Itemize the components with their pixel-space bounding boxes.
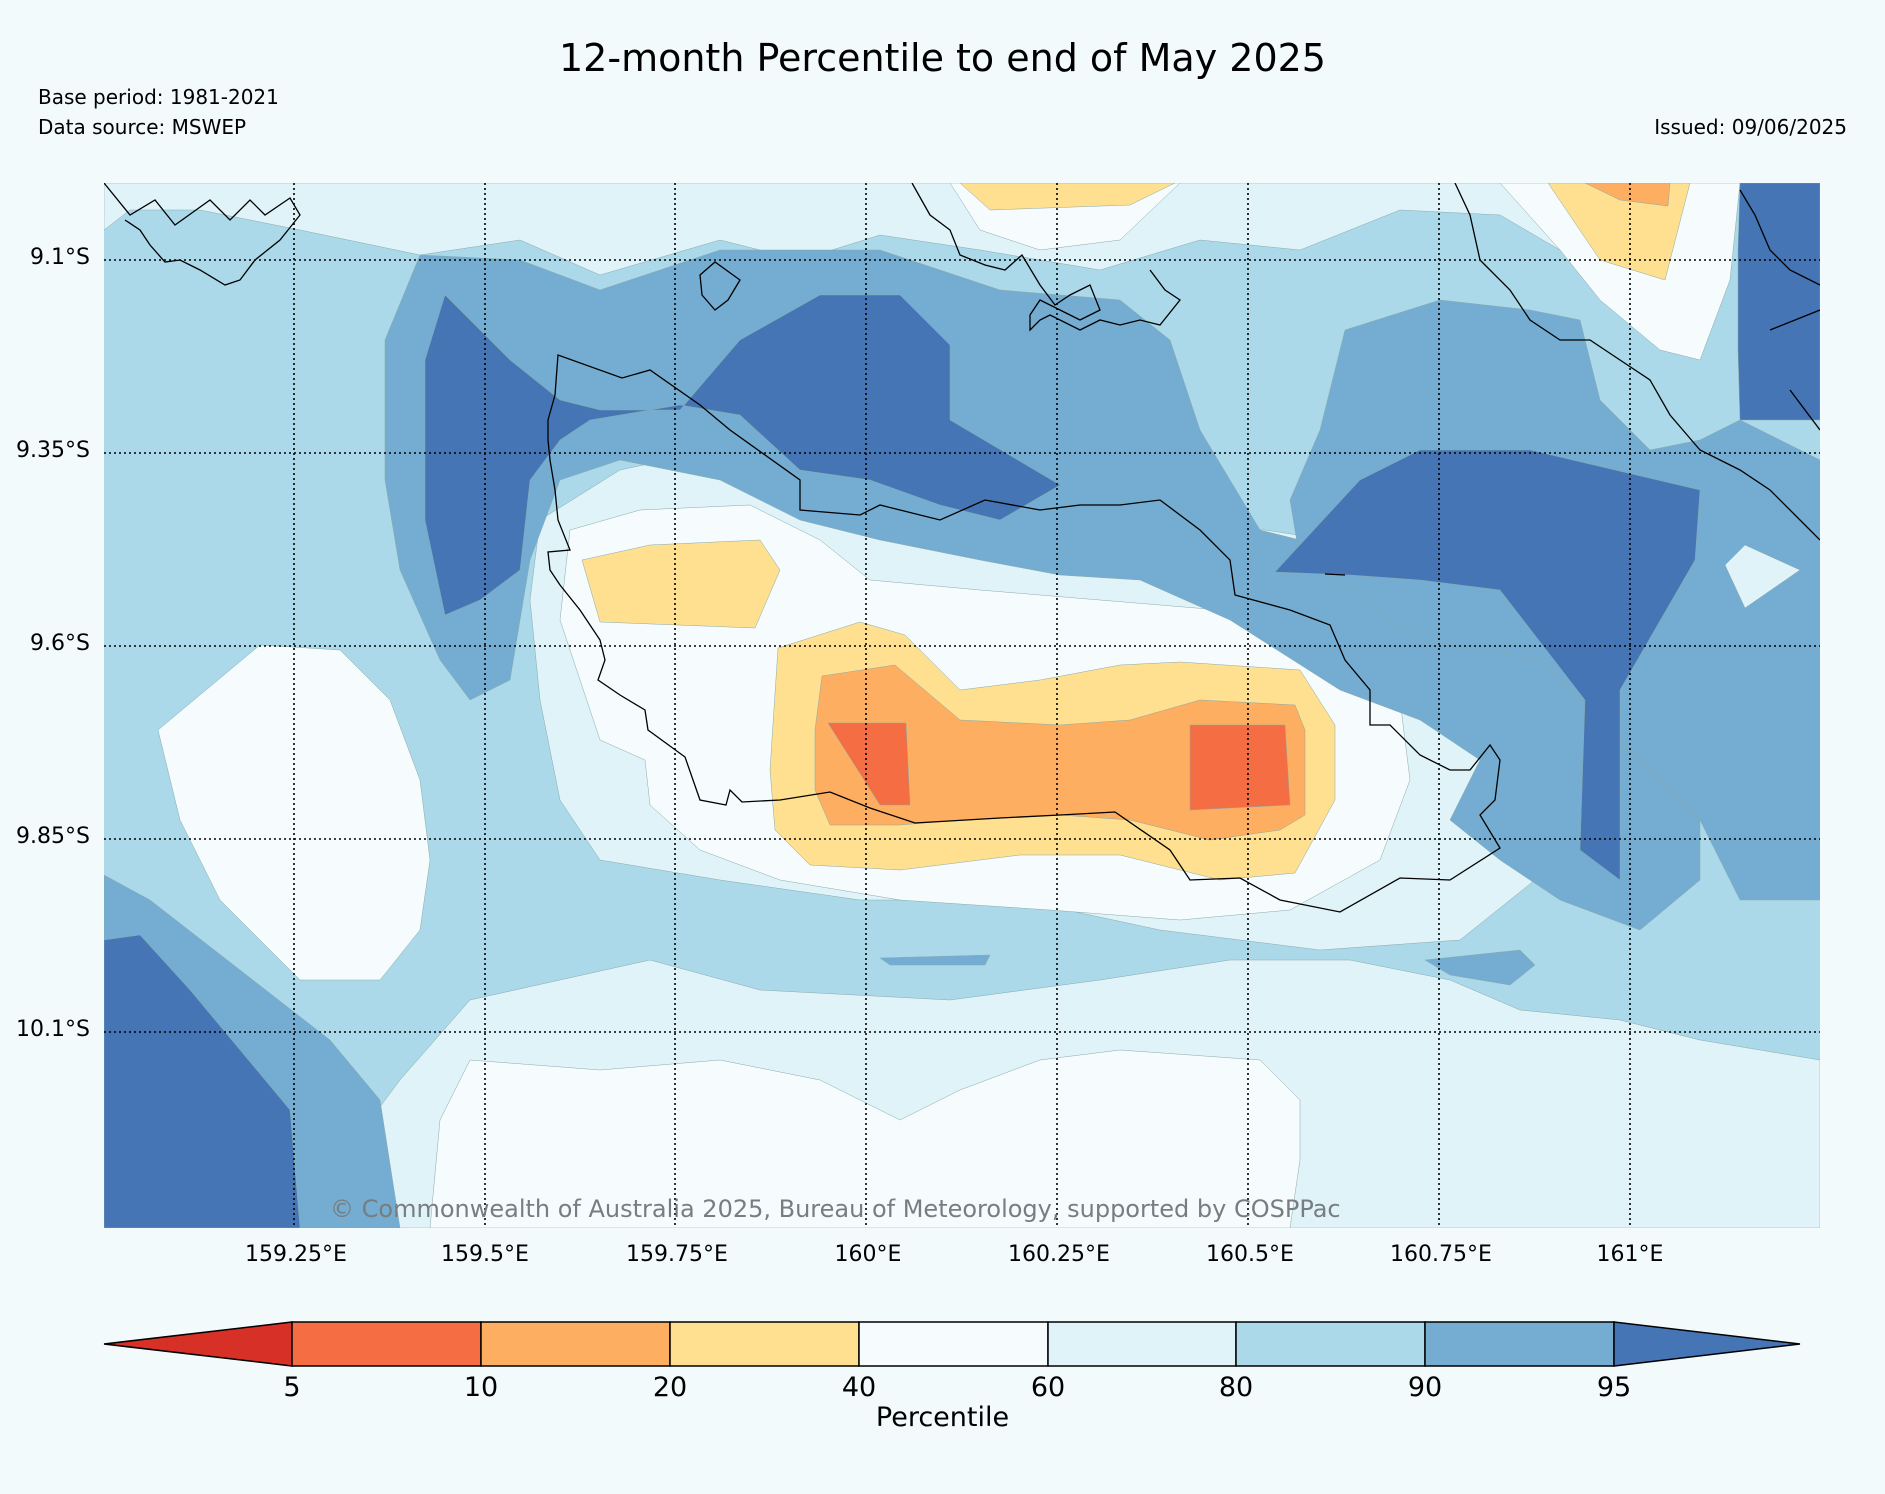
contour-95-northeast: [1737, 183, 1820, 421]
lon-label-2: 159.5°E: [441, 1242, 529, 1267]
contour-20-40-northeast: [1547, 183, 1691, 281]
chart-title: 12-month Percentile to end of May 2025: [559, 36, 1326, 80]
contour-40-60-northeast: [1499, 183, 1741, 361]
contour-10-20-central: [814, 664, 1306, 841]
contour-90-95-north: [384, 249, 1701, 931]
contour-95-west: [424, 294, 1061, 616]
contour-40-60-south: [429, 1049, 1301, 1228]
colorbar: [103, 1321, 1801, 1367]
colorbar-extend-low: [103, 1321, 293, 1367]
colorbar-segment-10-20: [480, 1321, 671, 1367]
lon-label-1: 159.25°E: [245, 1242, 347, 1267]
lon-label-8: 161°E: [1596, 1242, 1664, 1267]
coastlines: [104, 183, 1820, 913]
lon-label-3: 159.75°E: [626, 1242, 728, 1267]
meta-left: Base period: 1981-2021 Data source: MSWE…: [38, 82, 279, 142]
colorbar-tick-5: 5: [283, 1372, 301, 1403]
lon-label-7: 160.75°E: [1390, 1242, 1492, 1267]
issued-date: Issued: 09/06/2025: [1654, 115, 1847, 139]
contour-20-40-west: [581, 539, 781, 629]
colorbar-tick-40: 40: [841, 1372, 877, 1403]
colorbar-segment-90-95: [1424, 1321, 1615, 1367]
lat-label-1: 9.1°S: [30, 245, 90, 270]
contour-10-20-northeast: [1584, 183, 1671, 207]
contour-90-95-south-mid: [879, 954, 991, 966]
colorbar-tick-60: 60: [1030, 1372, 1066, 1403]
lat-label-4: 9.85°S: [16, 824, 90, 849]
colorbar-segment-60-80: [1047, 1321, 1237, 1367]
base-period: Base period: 1981-2021: [38, 85, 279, 109]
colorbar-segment-80-90: [1235, 1321, 1426, 1367]
contour-20-40-north: [959, 183, 1176, 211]
data-source: Data source: MSWEP: [38, 115, 247, 139]
contour-40-60-west: [157, 644, 431, 981]
colorbar-label: Percentile: [875, 1402, 1010, 1433]
colorbar-segment-40-60: [858, 1321, 1049, 1367]
colorbar-extend-high: [1613, 1321, 1801, 1367]
colorbar-segment-20-40: [669, 1321, 860, 1367]
lon-label-4: 160°E: [834, 1242, 902, 1267]
contour-90-95-south-east: [1424, 949, 1536, 986]
lat-label-5: 10.1°S: [16, 1017, 90, 1042]
contour-5-10-west: [827, 722, 911, 806]
map-grid: [104, 183, 1820, 1228]
contour-60-80-east-patch: [1724, 544, 1801, 609]
map-contours: [104, 183, 1820, 1228]
colorbar-tick-90: 90: [1407, 1372, 1443, 1403]
colorbar-tick-95: 95: [1596, 1372, 1632, 1403]
lon-label-6: 160.5°E: [1206, 1242, 1294, 1267]
colorbar-tick-10: 10: [463, 1372, 499, 1403]
lat-label-3: 9.6°S: [30, 631, 90, 656]
colorbar-segment-5-10: [291, 1321, 482, 1367]
lon-label-5: 160.25°E: [1008, 1242, 1110, 1267]
contour-5-10-east: [1189, 724, 1291, 811]
contour-95-southwest: [104, 934, 301, 1228]
copyright-text: © Commonwealth of Australia 2025, Bureau…: [330, 1195, 1341, 1223]
colorbar-tick-20: 20: [652, 1372, 688, 1403]
colorbar-tick-80: 80: [1218, 1372, 1254, 1403]
lat-label-2: 9.35°S: [16, 438, 90, 463]
contour-60-80-north: [104, 183, 1701, 341]
